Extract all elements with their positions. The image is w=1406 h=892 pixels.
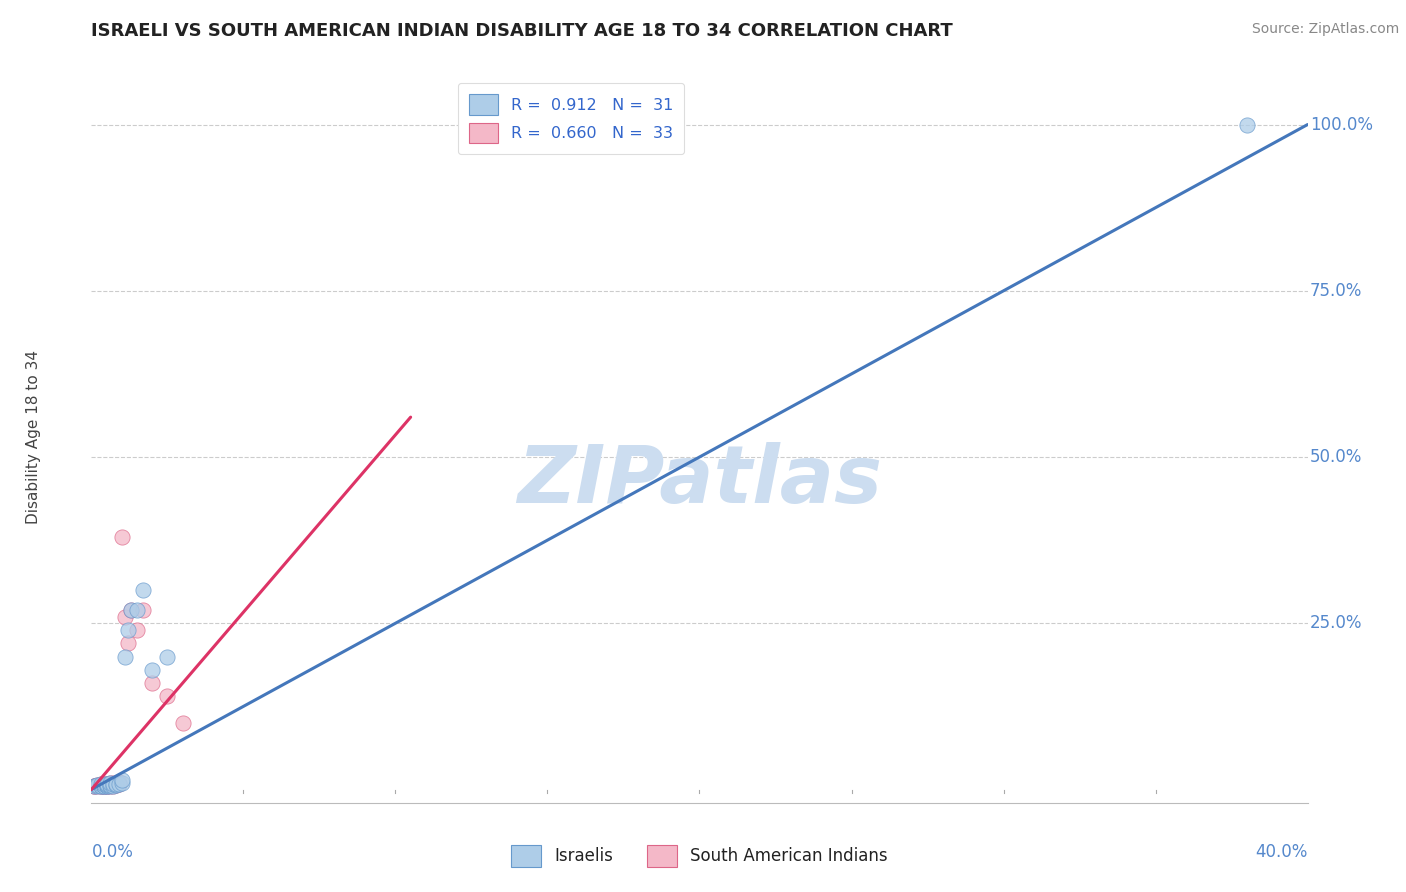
- Point: [86, 779, 108, 793]
- Point: [83, 779, 105, 793]
- Point: [104, 776, 127, 790]
- Point: [156, 649, 179, 664]
- Point: [101, 779, 124, 793]
- Point: [101, 777, 124, 791]
- Text: 40.0%: 40.0%: [1256, 843, 1308, 861]
- Point: [120, 603, 142, 617]
- Point: [104, 778, 127, 792]
- Point: [98, 778, 121, 792]
- Point: [96, 776, 118, 790]
- Point: [98, 776, 121, 790]
- Legend: Israelis, South American Indians: Israelis, South American Indians: [503, 837, 896, 875]
- Point: [117, 623, 139, 637]
- Point: [89, 779, 111, 793]
- Point: [141, 676, 163, 690]
- Point: [107, 774, 129, 789]
- Point: [93, 777, 115, 791]
- Point: [120, 603, 142, 617]
- Text: Disability Age 18 to 34: Disability Age 18 to 34: [25, 350, 41, 524]
- Text: ZIPatlas: ZIPatlas: [517, 442, 882, 520]
- Point: [96, 779, 118, 793]
- Point: [96, 779, 118, 793]
- Point: [1236, 118, 1258, 132]
- Point: [125, 603, 148, 617]
- Point: [132, 582, 155, 597]
- Point: [101, 777, 124, 791]
- Point: [89, 777, 111, 791]
- Text: 0.0%: 0.0%: [91, 843, 134, 861]
- Point: [107, 777, 129, 791]
- Point: [93, 779, 115, 793]
- Point: [117, 636, 139, 650]
- Point: [98, 778, 121, 792]
- Point: [86, 779, 108, 793]
- Point: [132, 603, 155, 617]
- Point: [96, 776, 118, 790]
- Point: [93, 779, 115, 793]
- Text: ISRAELI VS SOUTH AMERICAN INDIAN DISABILITY AGE 18 TO 34 CORRELATION CHART: ISRAELI VS SOUTH AMERICAN INDIAN DISABIL…: [91, 22, 953, 40]
- Point: [111, 772, 134, 787]
- Point: [104, 778, 127, 792]
- Point: [96, 778, 118, 792]
- Point: [101, 776, 124, 790]
- Point: [125, 623, 148, 637]
- Point: [98, 779, 121, 793]
- Point: [107, 777, 129, 791]
- Point: [141, 663, 163, 677]
- Point: [114, 609, 136, 624]
- Text: 100.0%: 100.0%: [1310, 116, 1374, 134]
- Point: [89, 779, 111, 793]
- Point: [86, 778, 108, 792]
- Point: [101, 779, 124, 793]
- Point: [111, 530, 134, 544]
- Text: 50.0%: 50.0%: [1310, 448, 1362, 466]
- Text: 75.0%: 75.0%: [1310, 282, 1362, 300]
- Point: [104, 776, 127, 790]
- Point: [93, 779, 115, 793]
- Point: [89, 779, 111, 793]
- Point: [172, 716, 194, 731]
- Point: [96, 779, 118, 793]
- Point: [93, 777, 115, 791]
- Point: [89, 777, 111, 791]
- Point: [96, 778, 118, 792]
- Point: [156, 690, 179, 704]
- Point: [111, 776, 134, 790]
- Point: [93, 779, 115, 793]
- Text: Source: ZipAtlas.com: Source: ZipAtlas.com: [1251, 22, 1399, 37]
- Point: [83, 779, 105, 793]
- Point: [98, 779, 121, 793]
- Point: [98, 776, 121, 790]
- Text: 25.0%: 25.0%: [1310, 615, 1362, 632]
- Point: [96, 779, 118, 793]
- Point: [89, 779, 111, 793]
- Point: [86, 778, 108, 792]
- Point: [83, 779, 105, 793]
- Point: [114, 649, 136, 664]
